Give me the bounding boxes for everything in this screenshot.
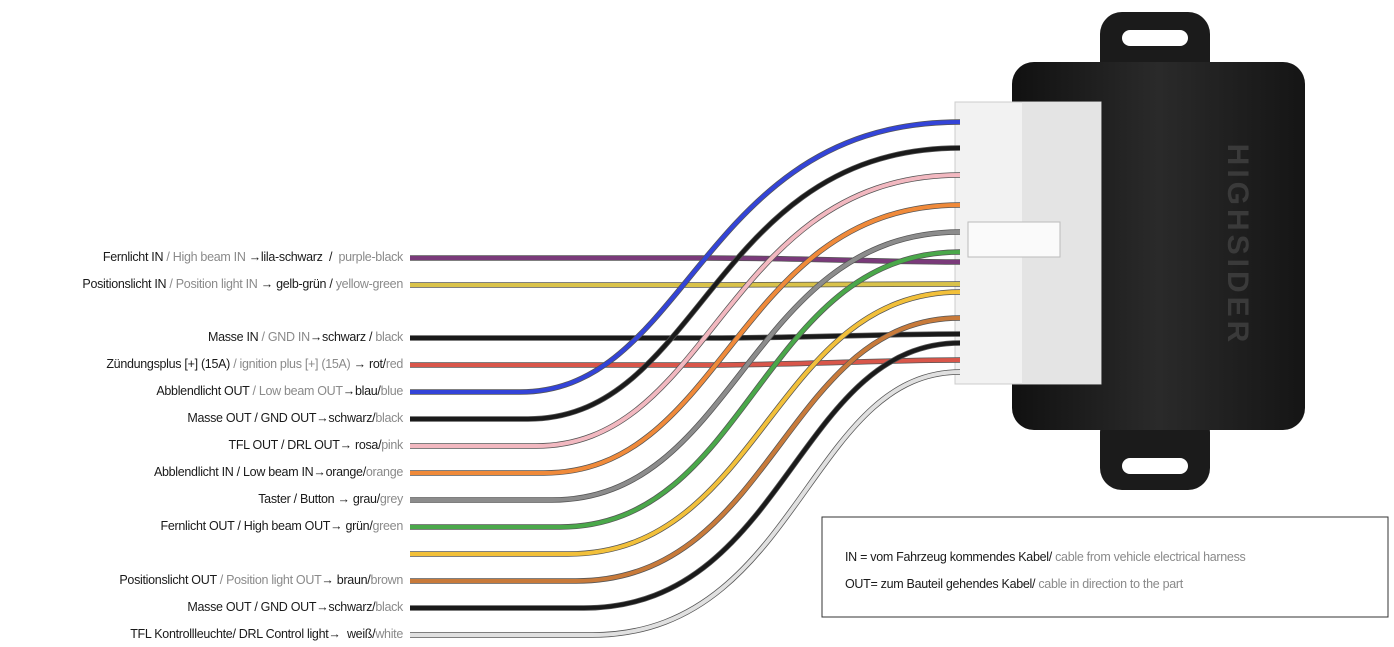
label-segment: Abblendlicht IN / Low beam IN→orange/ bbox=[154, 465, 367, 479]
label-segment: Positionslicht IN bbox=[82, 277, 166, 291]
label-segment: Fernlicht IN bbox=[103, 250, 164, 264]
label-segment: Fernlicht OUT / High beam OUT→ grün/ bbox=[161, 519, 374, 533]
label-segment: →blau/ bbox=[343, 384, 382, 398]
wire bbox=[410, 146, 961, 421]
label-segment: TFL OUT / DRL OUT→ rosa/ bbox=[228, 438, 382, 452]
mount-hole bbox=[1122, 30, 1188, 46]
wire-label: Abblendlicht OUT / Low beam OUT→blau/blu… bbox=[156, 384, 403, 398]
label-segment: →lila-schwarz / bbox=[249, 250, 339, 264]
wire bbox=[410, 282, 961, 287]
wire-label: Masse OUT / GND OUT→schwarz/black bbox=[187, 411, 404, 425]
wire bbox=[410, 230, 961, 502]
wire-label: Masse IN / GND IN→schwarz / black bbox=[208, 330, 404, 344]
note-line: OUT= zum Bauteil gehendes Kabel/ cable i… bbox=[845, 577, 1184, 591]
wire-label: TFL OUT / DRL OUT→ rosa/pink bbox=[228, 438, 404, 452]
label-segment: white bbox=[374, 627, 403, 641]
label-segment: → braun/ bbox=[321, 573, 371, 587]
note-segment: cable in direction to the part bbox=[1035, 577, 1184, 591]
label-segment: → rot/ bbox=[354, 357, 387, 371]
label-segment: / Low beam OUT bbox=[249, 384, 343, 398]
wire bbox=[410, 120, 961, 394]
label-segment: / Position light OUT bbox=[217, 573, 323, 587]
label-segment: Positionslicht OUT bbox=[119, 573, 217, 587]
label-segment: Masse OUT / GND OUT→schwarz/ bbox=[187, 411, 376, 425]
wire-label: TFL Kontrollleuchte/ DRL Control light→ … bbox=[130, 627, 403, 641]
label-segment: brown bbox=[370, 573, 403, 587]
label-segment: / Position light IN bbox=[166, 277, 260, 291]
label-segment: Zündungsplus [+] (15A) bbox=[106, 357, 230, 371]
wire bbox=[410, 358, 961, 367]
wire bbox=[410, 316, 961, 583]
wire bbox=[410, 332, 961, 340]
note-line: IN = vom Fahrzeug kommendes Kabel/ cable… bbox=[845, 550, 1246, 564]
label-segment: / ignition plus [+] (15A) bbox=[230, 357, 354, 371]
label-segment: red bbox=[386, 357, 404, 371]
label-segment: black bbox=[375, 330, 404, 344]
label-segment: Abblendlicht OUT bbox=[156, 384, 250, 398]
note-segment: cable from vehicle electrical harness bbox=[1052, 550, 1246, 564]
note: IN = vom Fahrzeug kommendes Kabel/ cable… bbox=[845, 550, 1246, 591]
note-box bbox=[821, 516, 1389, 618]
wire bbox=[410, 203, 961, 475]
label-segment: / High beam IN bbox=[163, 250, 249, 264]
label-segment: / GND IN bbox=[258, 330, 310, 344]
label-segment: pink bbox=[381, 438, 404, 452]
label-segment: grey bbox=[380, 492, 404, 506]
label-segment: black bbox=[375, 411, 404, 425]
wire-label: Zündungsplus [+] (15A) / ignition plus [… bbox=[106, 357, 403, 371]
labels: Fernlicht IN / High beam IN →lila-schwar… bbox=[82, 250, 404, 641]
wire bbox=[410, 250, 961, 529]
note-segment: IN = vom Fahrzeug kommendes Kabel/ bbox=[845, 550, 1053, 564]
label-segment: Masse IN bbox=[208, 330, 259, 344]
label-segment: →schwarz / bbox=[310, 330, 375, 344]
wire-label: Fernlicht OUT / High beam OUT→ grün/gree… bbox=[161, 519, 404, 533]
label-segment: TFL Kontrollleuchte/ DRL Control light→ … bbox=[130, 627, 376, 641]
label-segment: orange bbox=[366, 465, 403, 479]
wire bbox=[410, 370, 961, 637]
note-segment: OUT= zum Bauteil gehendes Kabel/ bbox=[845, 577, 1036, 591]
wire bbox=[410, 290, 961, 556]
latch bbox=[967, 221, 1061, 258]
wire bbox=[410, 173, 961, 448]
mount-hole bbox=[1122, 458, 1188, 474]
wire-label: Masse OUT / GND OUT→schwarz/black bbox=[187, 600, 404, 614]
wire-label: Positionslicht IN / Position light IN → … bbox=[82, 277, 403, 291]
label-segment: purple-black bbox=[339, 250, 405, 264]
wire-label: Fernlicht IN / High beam IN →lila-schwar… bbox=[103, 250, 404, 264]
brand-logo: HIGHSIDER bbox=[1221, 144, 1254, 347]
wire-label: Abblendlicht IN / Low beam IN→orange/ora… bbox=[154, 465, 403, 479]
wire-label: Taster / Button → grau/grey bbox=[258, 492, 404, 506]
label-segment: green bbox=[373, 519, 404, 533]
wire bbox=[410, 341, 961, 610]
label-segment: Taster / Button → grau/ bbox=[258, 492, 380, 506]
device: HIGHSIDER bbox=[954, 12, 1305, 490]
label-segment: Masse OUT / GND OUT→schwarz/ bbox=[187, 600, 376, 614]
label-segment: yellow-green bbox=[336, 277, 404, 291]
label-segment: → gelb-grün / bbox=[261, 277, 336, 291]
wire bbox=[410, 256, 961, 264]
label-segment: blue bbox=[381, 384, 404, 398]
wires bbox=[410, 119, 961, 638]
label-segment: black bbox=[375, 600, 404, 614]
wire-label: Positionslicht OUT / Position light OUT→… bbox=[119, 573, 403, 587]
